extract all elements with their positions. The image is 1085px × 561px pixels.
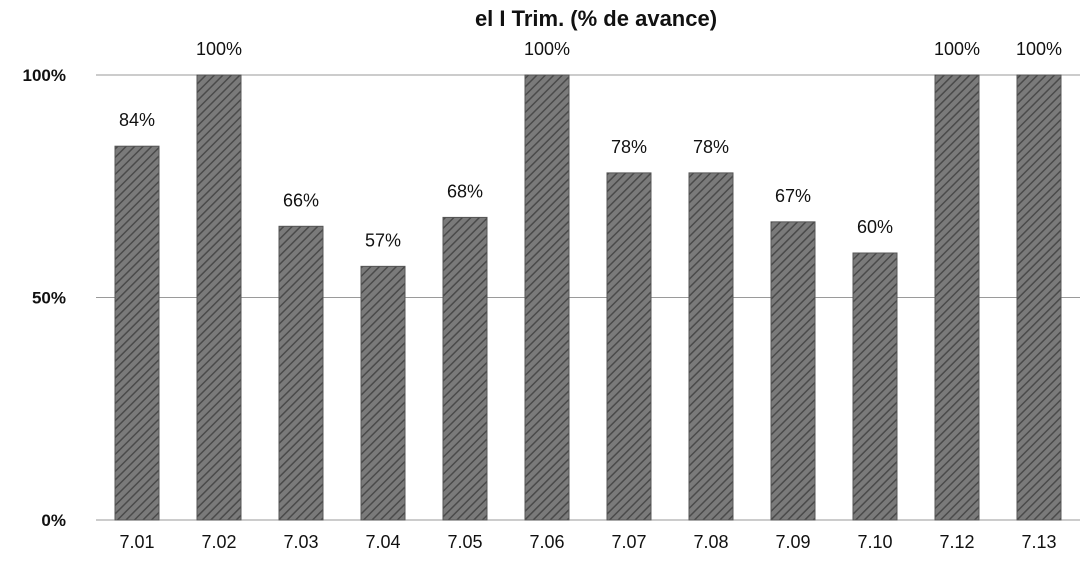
x-tick-label: 7.02 (201, 532, 236, 552)
bar (524, 74, 570, 521)
bar (934, 74, 980, 521)
y-tick-label: 50% (32, 289, 66, 308)
bar (360, 265, 406, 521)
bar (770, 221, 816, 521)
bar (606, 172, 652, 521)
x-tick-label: 7.07 (611, 532, 646, 552)
bar (278, 225, 324, 521)
data-labels: 84% 100% 66% 57% 68% 100% 78% 78% 67% 60% 100% 100% (119, 39, 1062, 250)
x-tick-label: 7.10 (857, 532, 892, 552)
bar (852, 252, 898, 521)
bar (1016, 74, 1062, 521)
bar (688, 172, 734, 521)
data-label: 100% (196, 39, 242, 59)
x-tick-label: 7.13 (1021, 532, 1056, 552)
data-label: 78% (611, 137, 647, 157)
data-label: 100% (524, 39, 570, 59)
x-tick-label: 7.03 (283, 532, 318, 552)
x-tick-label: 7.04 (365, 532, 400, 552)
data-label: 66% (283, 190, 319, 210)
chart-title: el I Trim. (% de avance) (475, 6, 717, 31)
data-label: 68% (447, 181, 483, 201)
bar (114, 145, 160, 521)
data-label: 60% (857, 217, 893, 237)
data-label: 78% (693, 137, 729, 157)
y-axis-ticks: 0% 50% 100% (23, 66, 66, 530)
x-tick-label: 7.08 (693, 532, 728, 552)
bar (196, 74, 242, 521)
data-label: 67% (775, 186, 811, 206)
x-axis-ticks: 7.01 7.02 7.03 7.04 7.05 7.06 7.07 7.08 7.09 7.10… (119, 532, 1056, 552)
bars (114, 74, 1062, 521)
y-tick-label: 0% (41, 511, 66, 530)
x-tick-label: 7.09 (775, 532, 810, 552)
gridlines (96, 74, 1080, 521)
x-tick-label: 7.01 (119, 532, 154, 552)
y-tick-label: 100% (23, 66, 66, 85)
bar (442, 216, 488, 521)
data-label: 84% (119, 110, 155, 130)
x-tick-label: 7.12 (939, 532, 974, 552)
x-tick-label: 7.06 (529, 532, 564, 552)
data-label: 100% (934, 39, 980, 59)
data-label: 57% (365, 230, 401, 250)
data-label: 100% (1016, 39, 1062, 59)
x-tick-label: 7.05 (447, 532, 482, 552)
